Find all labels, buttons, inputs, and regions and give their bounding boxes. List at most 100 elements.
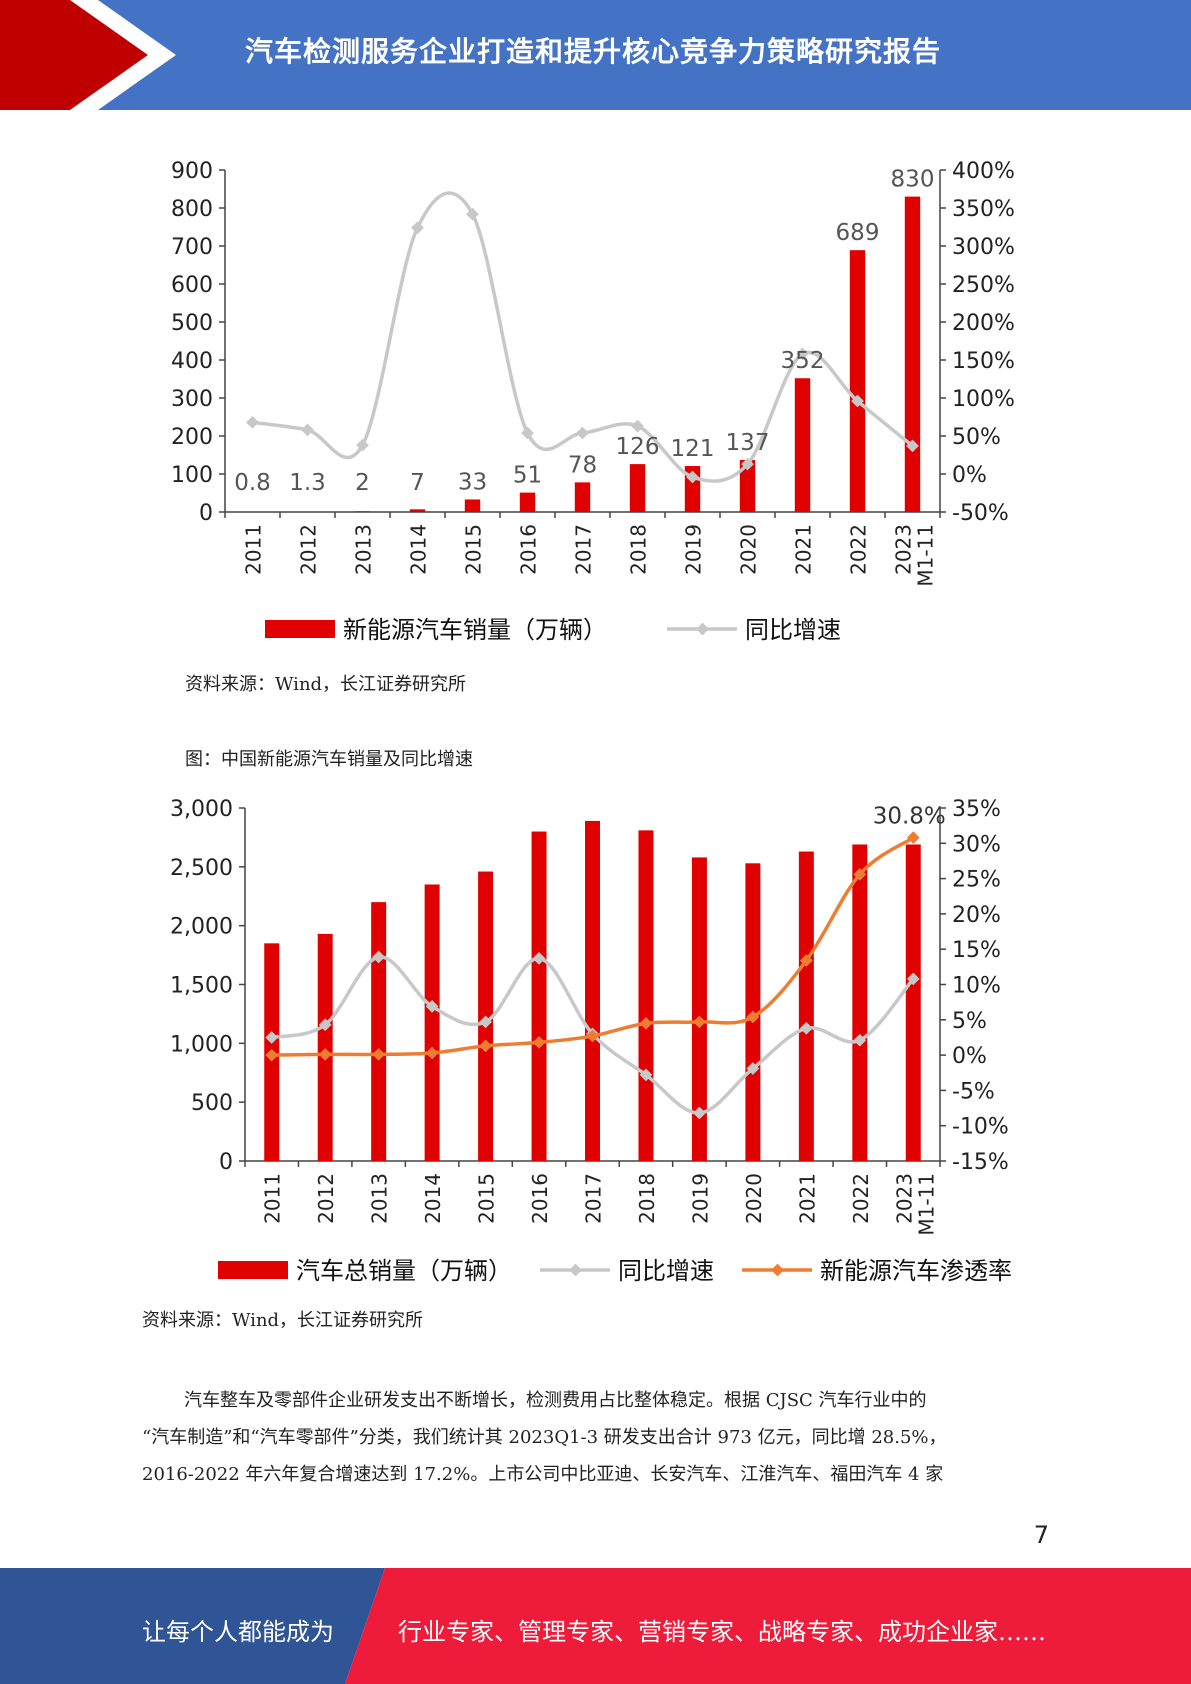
- line-point: [411, 221, 424, 235]
- x-tick-label: 2015: [475, 1173, 499, 1224]
- right-tick-label: 400%: [952, 159, 1015, 184]
- nev-sales-chart: 0 100 200 300 400 500 600 700 800 900 -50% 0% 50% 100…: [171, 159, 1015, 644]
- right-tick-label: 350%: [952, 197, 1015, 222]
- line-point: [693, 1106, 706, 1120]
- left-tick-label: 600: [171, 273, 213, 298]
- bar: [849, 250, 866, 512]
- left-tick-label: 2,500: [170, 856, 233, 881]
- data-label: 126: [616, 434, 660, 460]
- bar: [519, 492, 536, 512]
- left-tick-label: 1,500: [170, 974, 233, 999]
- x-tick-label: 2013: [352, 524, 376, 575]
- left-tick-label: 800: [171, 197, 213, 222]
- x-tick-label: 2020: [742, 1173, 766, 1224]
- x-tick-label: 2011: [261, 1173, 285, 1224]
- left-tick-label: 500: [171, 311, 213, 336]
- line-point: [265, 1031, 279, 1044]
- right-tick-label: 150%: [952, 349, 1015, 374]
- right-tick-label: 30%: [952, 832, 1001, 857]
- data-label: 2: [355, 470, 370, 496]
- line-point: [466, 207, 479, 221]
- right-tick-label: 50%: [952, 425, 1001, 450]
- bar: [739, 459, 756, 512]
- body-paragraph: 汽车整车及零部件企业研发支出不断增长，检测费用占比整体稳定。根据 CJSC 汽车…: [142, 1382, 1042, 1493]
- right-tick-label: 20%: [952, 903, 1001, 928]
- right-tick-label: 200%: [952, 311, 1015, 336]
- x-tick-label: 2023M1-11: [892, 1173, 938, 1236]
- bar: [638, 830, 654, 1161]
- x-tick-label: 2019: [688, 1173, 712, 1224]
- legend-marker: [696, 622, 709, 636]
- right-tick-label: 100%: [952, 387, 1015, 412]
- legend-swatch: [265, 620, 335, 638]
- left-tick-label: 2,000: [170, 915, 233, 940]
- x-tick-label: 2018: [635, 1173, 659, 1224]
- line-point: [425, 1046, 439, 1060]
- x-tick-label: 2016: [517, 524, 541, 575]
- data-label: 137: [726, 430, 770, 456]
- bar: [852, 844, 868, 1161]
- right-tick-label: 0%: [952, 463, 987, 488]
- bar: [798, 851, 814, 1161]
- data-label: 30.8%: [873, 804, 946, 830]
- x-tick-label: 2021: [795, 1173, 819, 1224]
- x-tick-label: 2020: [737, 524, 761, 575]
- x-tick-label: 2021: [792, 524, 816, 575]
- header-arrow-shape: [0, 0, 176, 110]
- footer-slogan-left: 让每个人都能成为: [142, 1618, 334, 1646]
- bar: [354, 511, 371, 512]
- report-title: 汽车检测服务企业打造和提升核心竞争力策略研究报告: [245, 35, 942, 68]
- data-label: 352: [781, 348, 825, 374]
- line-point: [425, 1000, 439, 1013]
- chart1-source: 资料来源：Wind，长江证券研究所: [185, 674, 467, 695]
- x-tick-label: 2017: [582, 1173, 606, 1224]
- legend-marker: [569, 1263, 582, 1277]
- x-tick-label: 2013: [368, 1173, 392, 1224]
- data-label: 121: [671, 436, 715, 462]
- left-tick-label: 500: [191, 1091, 233, 1116]
- bar: [629, 464, 646, 512]
- left-tick-label: 0: [199, 501, 213, 526]
- right-tick-label: 0%: [952, 1044, 987, 1069]
- left-tick-label: 400: [171, 349, 213, 374]
- data-label: 7: [410, 470, 425, 496]
- x-tick-label: 2016: [528, 1173, 552, 1224]
- left-tick-label: 3,000: [170, 797, 233, 822]
- header-banner: 汽车检测服务企业打造和提升核心竞争力策略研究报告: [0, 0, 1191, 110]
- right-tick-label: 15%: [952, 938, 1001, 963]
- line-point: [576, 426, 589, 440]
- bar: [317, 933, 333, 1161]
- right-tick-label: -50%: [952, 501, 1009, 526]
- page-number: 7: [1033, 1521, 1049, 1549]
- x-tick-label: 2015: [462, 524, 486, 575]
- left-tick-label: 700: [171, 235, 213, 260]
- data-label: 78: [568, 452, 597, 478]
- legend-marker: [771, 1263, 784, 1277]
- series-line: [252, 191, 914, 483]
- bar: [409, 509, 426, 512]
- x-tick-label: 2014: [407, 524, 431, 575]
- right-tick-label: 250%: [952, 273, 1015, 298]
- legend-swatch: [218, 1261, 288, 1279]
- x-tick-label: 2023M1-11: [892, 524, 938, 587]
- right-tick-label: 300%: [952, 235, 1015, 260]
- footer-slogan-right: 行业专家、管理专家、营销专家、战略专家、成功企业家……: [398, 1618, 1046, 1646]
- x-tick-label: 2017: [572, 524, 596, 575]
- body-line: 2016-2022 年六年复合增速达到 17.2%。上市公司中比亚迪、长安汽车、…: [142, 1464, 944, 1485]
- bar: [691, 857, 707, 1161]
- right-tick-label: -10%: [952, 1115, 1009, 1140]
- x-tick-label: 2012: [297, 524, 321, 575]
- left-tick-label: 100: [171, 463, 213, 488]
- left-tick-label: 0: [219, 1150, 233, 1175]
- data-label: 1.3: [289, 470, 326, 496]
- left-tick-label: 300: [171, 387, 213, 412]
- bar: [905, 844, 921, 1161]
- bar: [794, 378, 811, 512]
- bar: [574, 482, 591, 512]
- bar: [371, 902, 387, 1161]
- right-tick-label: -5%: [952, 1079, 995, 1104]
- chart2-source: 资料来源：Wind，长江证券研究所: [142, 1310, 424, 1331]
- bar: [904, 196, 921, 512]
- right-tick-label: 5%: [952, 1009, 987, 1034]
- bar: [531, 831, 547, 1161]
